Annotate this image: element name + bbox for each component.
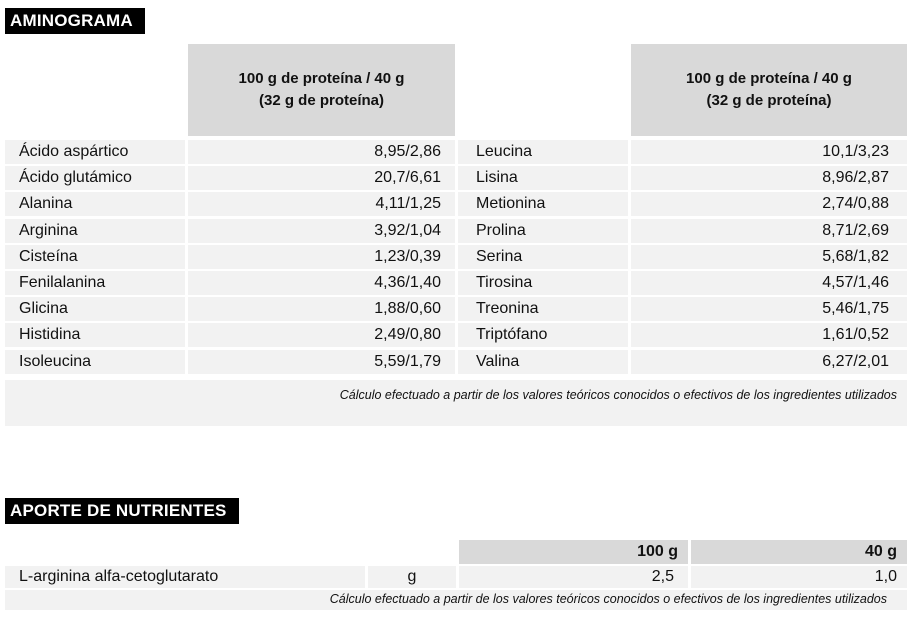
amino-value: 5,46/1,75 xyxy=(631,297,907,321)
amino-value: 5,68/1,82 xyxy=(631,245,907,269)
header-line1: 100 g de proteína / 40 g xyxy=(238,70,405,87)
amino-name: Cisteína xyxy=(5,245,185,269)
header-line2: (32 g de proteína) xyxy=(706,92,832,109)
amino-value: 2,49/0,80 xyxy=(188,323,455,347)
column-header-100g: 100 g xyxy=(459,540,688,564)
amino-value: 4,57/1,46 xyxy=(631,271,907,295)
nutrient-unit: g xyxy=(368,566,456,588)
amino-value: 3,92/1,04 xyxy=(188,219,455,243)
amino-name: Isoleucina xyxy=(5,350,185,374)
amino-value: 10,1/3,23 xyxy=(631,140,907,164)
amino-name: Triptófano xyxy=(458,323,628,347)
amino-name: Alanina xyxy=(5,192,185,216)
amino-name: Tirosina xyxy=(458,271,628,295)
amino-name: Metionina xyxy=(458,192,628,216)
aminograma-note-box: Cálculo efectuado a partir de los valore… xyxy=(5,380,907,426)
amino-name: Prolina xyxy=(458,219,628,243)
amino-value: 2,74/0,88 xyxy=(631,192,907,216)
amino-value: 8,96/2,87 xyxy=(631,166,907,190)
column-header-40g: 40 g xyxy=(691,540,907,564)
nutrientes-title: APORTE DE NUTRIENTES xyxy=(5,498,239,524)
amino-value: 1,23/0,39 xyxy=(188,245,455,269)
amino-name: Glicina xyxy=(5,297,185,321)
amino-value: 8,95/2,86 xyxy=(188,140,455,164)
aminograma-note: Cálculo efectuado a partir de los valore… xyxy=(339,388,897,402)
amino-name: Treonina xyxy=(458,297,628,321)
amino-value: 20,7/6,61 xyxy=(188,166,455,190)
aminograma-header-right: 100 g de proteína / 40 g (32 g de proteí… xyxy=(631,44,907,136)
amino-value: 1,61/0,52 xyxy=(631,323,907,347)
header-line1: 100 g de proteína / 40 g xyxy=(686,70,852,87)
header-line2: (32 g de proteína) xyxy=(258,92,385,109)
aminograma-header-left: 100 g de proteína / 40 g (32 g de proteí… xyxy=(188,44,455,136)
amino-name: Leucina xyxy=(458,140,628,164)
amino-name: Fenilalanina xyxy=(5,271,185,295)
nutrientes-note-box: Cálculo efectuado a partir de los valore… xyxy=(5,590,907,610)
amino-name: Histidina xyxy=(5,323,185,347)
amino-value: 5,59/1,79 xyxy=(188,350,455,374)
amino-name: Serina xyxy=(458,245,628,269)
amino-name: Ácido glutámico xyxy=(5,166,185,190)
amino-value: 4,36/1,40 xyxy=(188,271,455,295)
aminograma-title: AMINOGRAMA xyxy=(5,8,145,34)
nutrient-value-100g: 2,5 xyxy=(459,566,688,588)
nutrient-value-40g: 1,0 xyxy=(691,566,907,588)
amino-value: 8,71/2,69 xyxy=(631,219,907,243)
amino-name: Valina xyxy=(458,350,628,374)
nutrient-name: L-arginina alfa-cetoglutarato xyxy=(5,566,365,588)
amino-name: Lisina xyxy=(458,166,628,190)
amino-name: Ácido aspártico xyxy=(5,140,185,164)
amino-value: 6,27/2,01 xyxy=(631,350,907,374)
amino-name: Arginina xyxy=(5,219,185,243)
amino-value: 4,11/1,25 xyxy=(188,192,455,216)
amino-value: 1,88/0,60 xyxy=(188,297,455,321)
nutrientes-note: Cálculo efectuado a partir de los valore… xyxy=(329,592,887,606)
